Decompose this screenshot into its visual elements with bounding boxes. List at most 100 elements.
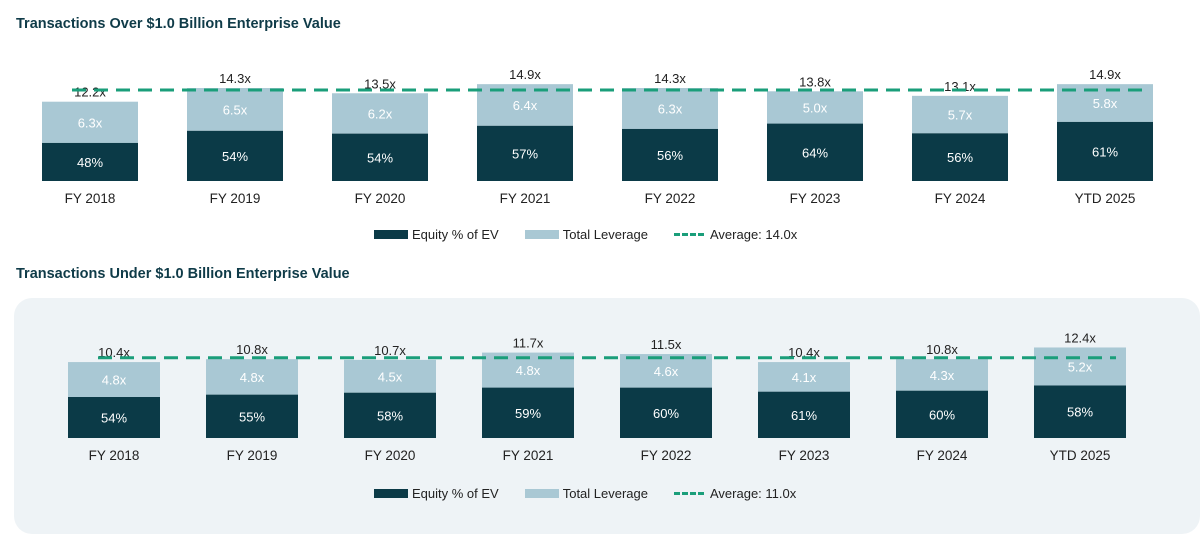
x-tick-label: FY 2022 <box>641 448 692 463</box>
leverage-data-label: 5.0x <box>803 100 828 115</box>
bar-total-leverage <box>620 354 712 388</box>
bar-equity <box>477 125 573 181</box>
legend-label-leverage: Total Leverage <box>562 227 648 242</box>
x-tick-label: FY 2021 <box>503 448 554 463</box>
bar-total-leverage <box>68 362 160 398</box>
total-data-label: 10.8x <box>236 342 268 357</box>
x-tick-label: YTD 2025 <box>1075 191 1136 206</box>
bar-equity <box>1034 385 1126 438</box>
legend-label-leverage: Total Leverage <box>562 486 648 501</box>
equity-data-label: 56% <box>657 148 683 163</box>
total-data-label: 11.5x <box>651 337 682 352</box>
total-data-label: 13.1x <box>944 79 976 94</box>
equity-data-label: 56% <box>947 150 973 165</box>
x-tick-label: FY 2018 <box>65 191 116 206</box>
x-tick-label: YTD 2025 <box>1050 448 1111 463</box>
bar-equity <box>332 133 428 181</box>
legend-swatch-average <box>674 233 704 236</box>
equity-data-label: 57% <box>512 146 538 161</box>
legend-under: Equity % of EV Total Leverage Average: 1… <box>374 486 822 501</box>
equity-data-label: 54% <box>101 411 127 426</box>
equity-data-label: 48% <box>77 155 103 170</box>
leverage-data-label: 4.6x <box>654 364 679 379</box>
chart-over-1b: 48% 6.3x 12.2x FY 2018 54% 6.5x 14.3x FY 2019 54… <box>42 67 1153 206</box>
bar-equity <box>912 133 1008 181</box>
bar-total-leverage <box>622 88 718 129</box>
leverage-data-label: 6.2x <box>368 106 393 121</box>
leverage-data-label: 5.2x <box>1068 359 1093 374</box>
equity-data-label: 54% <box>222 149 248 164</box>
x-tick-label: FY 2018 <box>89 448 140 463</box>
leverage-data-label: 4.5x <box>378 369 403 384</box>
bar-equity <box>42 142 138 181</box>
leverage-data-label: 6.3x <box>658 101 683 116</box>
total-data-label: 13.5x <box>364 76 396 91</box>
bar-equity <box>758 391 850 438</box>
bar-total-leverage <box>206 359 298 395</box>
x-tick-label: FY 2024 <box>935 191 986 206</box>
bar-total-leverage <box>758 362 850 392</box>
equity-data-label: 58% <box>1067 405 1093 420</box>
total-data-label: 12.4x <box>1064 330 1096 345</box>
equity-data-label: 58% <box>377 408 403 423</box>
equity-data-label: 59% <box>515 406 541 421</box>
bar-total-leverage <box>332 93 428 134</box>
leverage-data-label: 5.8x <box>1093 96 1118 111</box>
legend-item-average: Average: 11.0x <box>674 486 796 501</box>
legend-swatch-equity <box>374 489 408 498</box>
total-data-label: 13.8x <box>799 74 831 89</box>
bar-equity <box>620 387 712 438</box>
total-data-label: 12.2x <box>74 85 106 100</box>
legend-item-average: Average: 14.0x <box>674 227 797 242</box>
legend-item-leverage: Total Leverage <box>524 227 648 242</box>
leverage-data-label: 4.8x <box>102 373 127 388</box>
equity-data-label: 55% <box>239 409 265 424</box>
equity-data-label: 54% <box>367 150 393 165</box>
legend-item-leverage: Total Leverage <box>524 486 648 501</box>
bar-total-leverage <box>912 95 1008 134</box>
x-tick-label: FY 2020 <box>365 448 416 463</box>
equity-data-label: 61% <box>1092 144 1118 159</box>
x-tick-label: FY 2023 <box>779 448 830 463</box>
total-data-label: 14.9x <box>1089 67 1121 82</box>
bar-equity <box>344 392 436 438</box>
total-data-label: 10.8x <box>926 342 958 357</box>
leverage-data-label: 4.8x <box>240 370 265 385</box>
leverage-data-label: 4.3x <box>930 368 955 383</box>
bar-equity <box>206 394 298 438</box>
total-data-label: 14.9x <box>509 67 541 82</box>
bar-total-leverage <box>767 91 863 124</box>
equity-data-label: 64% <box>802 145 828 160</box>
bar-total-leverage <box>1034 347 1126 386</box>
legend-swatch-leverage <box>524 489 559 498</box>
x-tick-label: FY 2022 <box>645 191 696 206</box>
chart-title-under: Transactions Under $1.0 Billion Enterpri… <box>16 266 350 282</box>
legend-swatch-leverage <box>524 230 559 239</box>
x-tick-label: FY 2019 <box>210 191 261 206</box>
bar-total-leverage <box>42 101 138 143</box>
total-data-label: 11.7x <box>513 336 544 351</box>
legend-swatch-average <box>674 492 704 495</box>
leverage-data-label: 4.8x <box>516 363 541 378</box>
bar-equity <box>482 387 574 438</box>
legend-over: Equity % of EV Total Leverage Average: 1… <box>374 227 823 242</box>
bar-total-leverage <box>187 88 283 131</box>
bar-equity <box>187 130 283 181</box>
equity-data-label: 60% <box>653 406 679 421</box>
legend-label-equity: Equity % of EV <box>412 486 499 501</box>
x-tick-label: FY 2020 <box>355 191 406 206</box>
leverage-data-label: 6.4x <box>513 98 538 113</box>
leverage-data-label: 6.3x <box>78 115 103 130</box>
leverage-data-label: 4.1x <box>792 370 817 385</box>
legend-label-average: Average: 11.0x <box>710 486 797 501</box>
bar-equity <box>622 128 718 181</box>
legend-label-average: Average: 14.0x <box>710 227 798 242</box>
x-tick-label: FY 2021 <box>500 191 551 206</box>
bar-equity <box>68 397 160 438</box>
total-data-label: 14.3x <box>219 71 251 86</box>
bar-equity <box>1057 121 1153 181</box>
equity-data-label: 60% <box>929 407 955 422</box>
bar-total-leverage <box>344 359 436 393</box>
legend-item-equity: Equity % of EV <box>374 486 499 501</box>
leverage-data-label: 5.7x <box>948 108 973 123</box>
